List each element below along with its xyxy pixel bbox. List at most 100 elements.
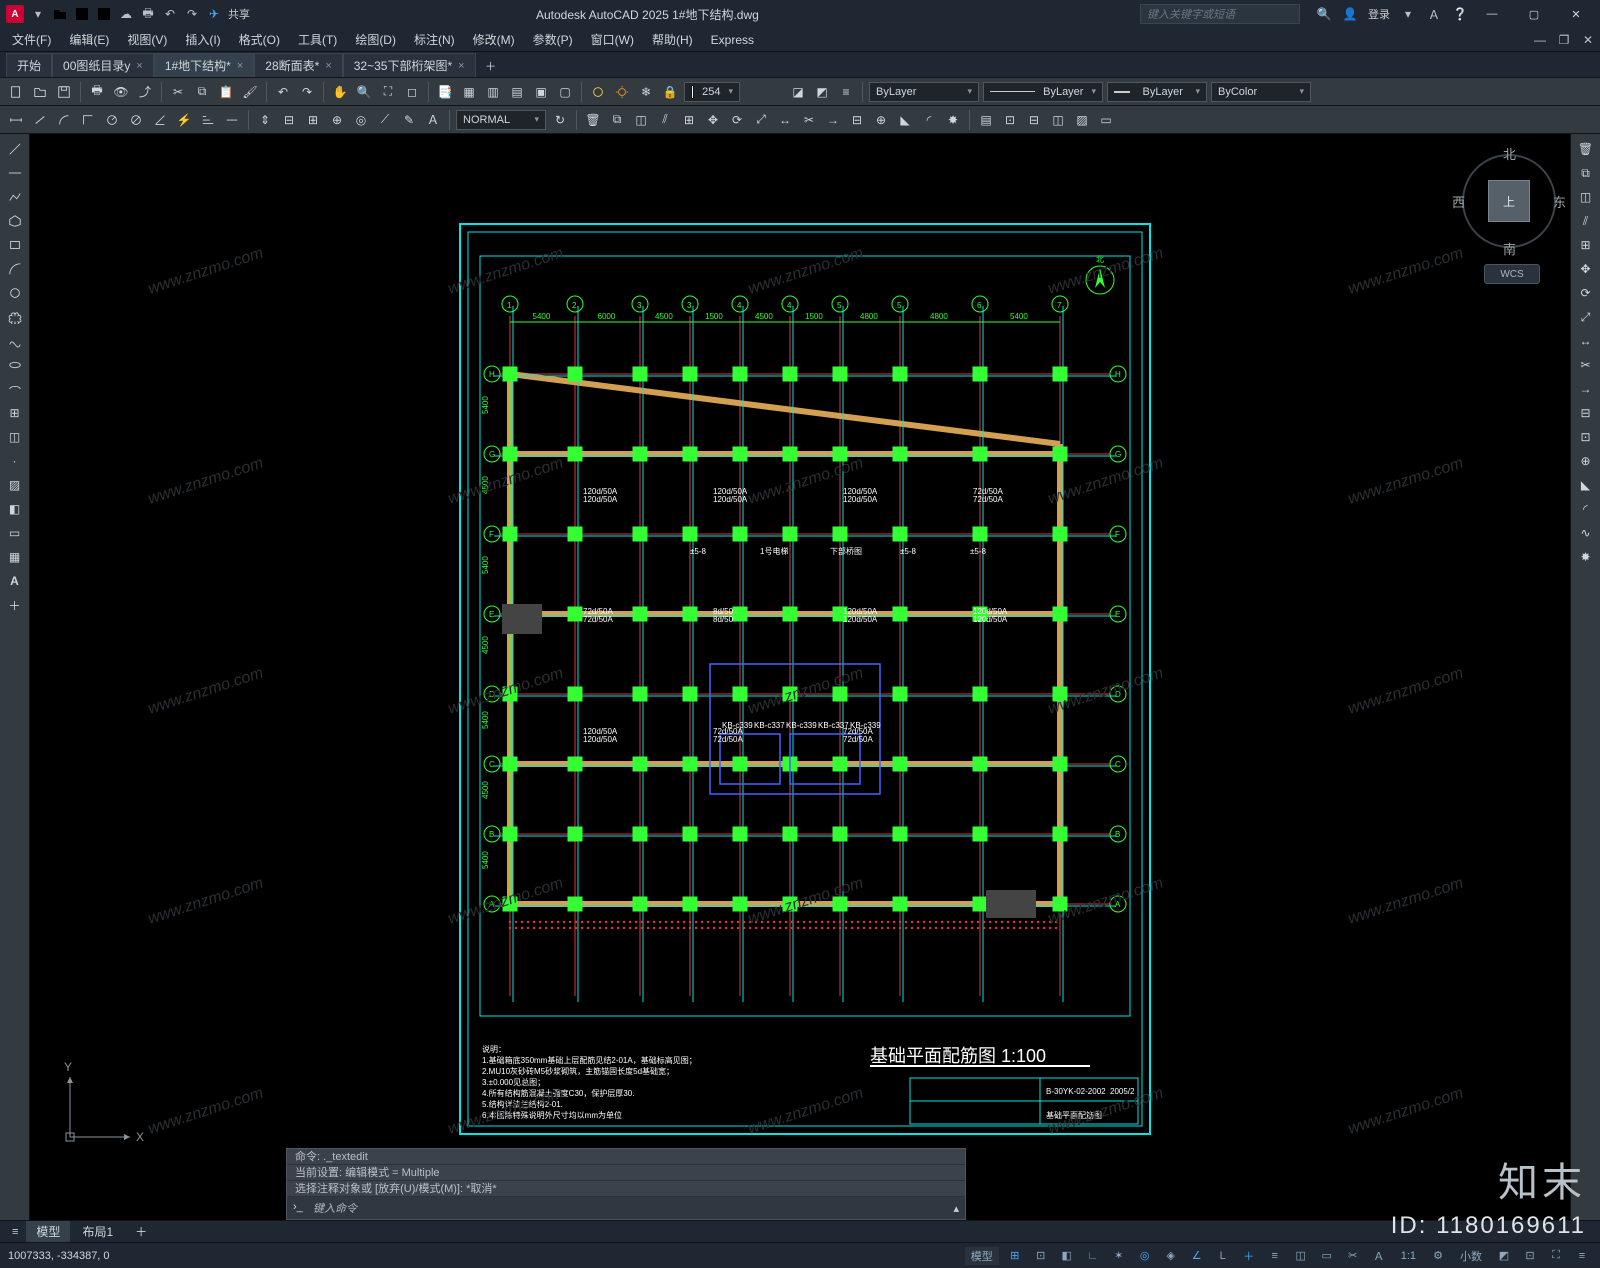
sb-osnap-icon[interactable]: ◎ <box>1135 1247 1155 1265</box>
revcloud-icon[interactable] <box>5 306 25 328</box>
mod-rotate-icon[interactable]: ⟳ <box>727 110 747 130</box>
ungroup-icon[interactable]: ⊟ <box>1024 110 1044 130</box>
print-icon[interactable]: 🖶 <box>87 82 107 102</box>
qat-save-icon[interactable] <box>74 6 90 22</box>
menu-draw[interactable]: 绘图(D) <box>347 29 404 50</box>
r-scale-icon[interactable]: ⤢ <box>1576 306 1596 328</box>
dim-base-icon[interactable] <box>198 110 218 130</box>
tab-start[interactable]: 开始 <box>6 53 52 77</box>
mod-array-icon[interactable]: ⊞ <box>679 110 699 130</box>
drawing-canvas[interactable]: 北1233445567AABBCCDDEEFFGGHH5400600045001… <box>30 134 1570 1220</box>
close-icon[interactable]: × <box>237 60 243 72</box>
menu-express[interactable]: Express <box>703 31 762 49</box>
xline-icon[interactable] <box>5 162 25 184</box>
layer-dropdown[interactable]: ByLayer▾ <box>869 82 979 102</box>
viewcube-face[interactable]: 上 <box>1488 180 1530 222</box>
sb-sc-icon[interactable]: ✂ <box>1343 1247 1363 1265</box>
command-line[interactable]: 命令: ._textedit 当前设置: 编辑模式 = Multiple 选择注… <box>286 1148 966 1220</box>
dcenter-icon[interactable]: ▦ <box>459 82 479 102</box>
match-icon[interactable]: 🖌 <box>240 82 260 102</box>
r-erase-icon[interactable]: 🗑 <box>1576 138 1596 160</box>
sb-otrack-icon[interactable]: ∠ <box>1187 1247 1207 1265</box>
preview-icon[interactable]: 👁 <box>111 82 131 102</box>
r-breakpt-icon[interactable]: ⊟ <box>1576 402 1596 424</box>
menu-help[interactable]: 帮助(H) <box>644 29 701 50</box>
r-stretch-icon[interactable]: ↔ <box>1576 330 1596 352</box>
qat-undo-icon[interactable]: ↶ <box>162 6 178 22</box>
r-mirror-icon[interactable]: ◫ <box>1576 186 1596 208</box>
menu-format[interactable]: 格式(O) <box>231 29 288 50</box>
point-icon[interactable]: · <box>5 450 25 472</box>
dim-update-icon[interactable]: ↻ <box>550 110 570 130</box>
r-rotate-icon[interactable]: ⟳ <box>1576 282 1596 304</box>
hatch2-icon[interactable]: ▨ <box>5 474 25 496</box>
r-chamfer-icon[interactable]: ◣ <box>1576 474 1596 496</box>
sb-model-button[interactable]: 模型 <box>965 1247 999 1265</box>
sb-lwt-icon[interactable]: ≡ <box>1265 1247 1285 1265</box>
sheet-icon[interactable]: ▤ <box>507 82 527 102</box>
hatch-icon[interactable]: ▨ <box>1072 110 1092 130</box>
dim-arc-icon[interactable] <box>54 110 74 130</box>
zoom-win-icon[interactable]: ◻ <box>402 82 422 102</box>
layer-iso-icon[interactable]: ◪ <box>788 82 808 102</box>
title-search-input[interactable]: 键入关键字或短语 <box>1140 4 1300 24</box>
addsel-icon[interactable]: ＋ <box>5 594 25 616</box>
r-fillet-icon[interactable]: ◜ <box>1576 498 1596 520</box>
r-trim-icon[interactable]: ✂ <box>1576 354 1596 376</box>
r-array-icon[interactable]: ⊞ <box>1576 234 1596 256</box>
menu-view[interactable]: 视图(V) <box>119 29 175 50</box>
dim-diameter-icon[interactable] <box>126 110 146 130</box>
pan-icon[interactable]: ✋ <box>330 82 350 102</box>
dim-ord-icon[interactable] <box>78 110 98 130</box>
doc-close-button[interactable]: ✕ <box>1580 32 1596 48</box>
mod-explode-icon[interactable]: ✸ <box>943 110 963 130</box>
open-icon[interactable] <box>30 82 50 102</box>
dim-space-icon[interactable]: ⇕ <box>255 110 275 130</box>
qat-open-icon[interactable] <box>52 6 68 22</box>
new-tab-button[interactable]: ＋ <box>480 55 502 77</box>
r-join-icon[interactable]: ⊕ <box>1576 450 1596 472</box>
menu-file[interactable]: 文件(F) <box>4 29 59 50</box>
dim-edit-icon[interactable]: ✎ <box>399 110 419 130</box>
linetype-dropdown[interactable]: ByLayer▾ <box>983 82 1103 102</box>
mod-erase-icon[interactable]: 🗑 <box>583 110 603 130</box>
mod-copy-icon[interactable]: ⧉ <box>607 110 627 130</box>
new-icon[interactable] <box>6 82 26 102</box>
command-input[interactable]: 键入命令 <box>313 1200 947 1216</box>
dim-break-icon[interactable]: ⊟ <box>279 110 299 130</box>
file-tab-1[interactable]: 1#地下结构*× <box>154 53 254 77</box>
minimize-button[interactable]: — <box>1474 0 1510 28</box>
user-icon[interactable]: 👤 <box>1342 6 1358 22</box>
qat-plot-icon[interactable]: 🖶 <box>140 6 156 22</box>
layer-color-swatch[interactable]: 254 ▾ <box>684 82 740 102</box>
paste-icon[interactable]: 📋 <box>216 82 236 102</box>
sb-3dosnap-icon[interactable]: ◈ <box>1161 1247 1181 1265</box>
mod-mirror-icon[interactable]: ◫ <box>631 110 651 130</box>
menu-tools[interactable]: 工具(T) <box>290 29 345 50</box>
dim-linear-icon[interactable] <box>6 110 26 130</box>
menu-modify[interactable]: 修改(M) <box>465 29 523 50</box>
qat-new-icon[interactable]: ▾ <box>30 6 46 22</box>
qat-saveas-icon[interactable] <box>96 6 112 22</box>
viewcube-west[interactable]: 西 <box>1452 192 1465 211</box>
layer-lock-icon[interactable]: 🔒 <box>660 82 680 102</box>
mod-stretch-icon[interactable]: ↔ <box>775 110 795 130</box>
sb-grid-icon[interactable]: ⊞ <box>1005 1247 1025 1265</box>
sb-polar-icon[interactable]: ✶ <box>1109 1247 1129 1265</box>
dim-tedit-icon[interactable]: Ａ <box>423 110 443 130</box>
sb-scale-button[interactable]: 1:1 <box>1395 1247 1422 1265</box>
copy-icon[interactable]: ⧉ <box>192 82 212 102</box>
viewcube-north[interactable]: 北 <box>1503 144 1516 163</box>
redo-icon[interactable]: ↷ <box>297 82 317 102</box>
search-icon[interactable]: 🔍 <box>1316 6 1332 22</box>
zoom-ext-icon[interactable]: ⛶ <box>378 82 398 102</box>
viewcube-south[interactable]: 南 <box>1503 239 1516 258</box>
sb-infer-icon[interactable]: ◧ <box>1057 1247 1077 1265</box>
r-blend-icon[interactable]: ∿ <box>1576 522 1596 544</box>
tab-layout1[interactable]: 布局1 <box>72 1221 123 1242</box>
layer-sun-icon[interactable] <box>612 82 632 102</box>
menu-window[interactable]: 窗口(W) <box>583 29 642 50</box>
layer-walk-icon[interactable]: ◩ <box>812 82 832 102</box>
sb-hw-icon[interactable]: ⊡ <box>1520 1247 1540 1265</box>
layer-state-icon[interactable]: ≡ <box>836 82 856 102</box>
